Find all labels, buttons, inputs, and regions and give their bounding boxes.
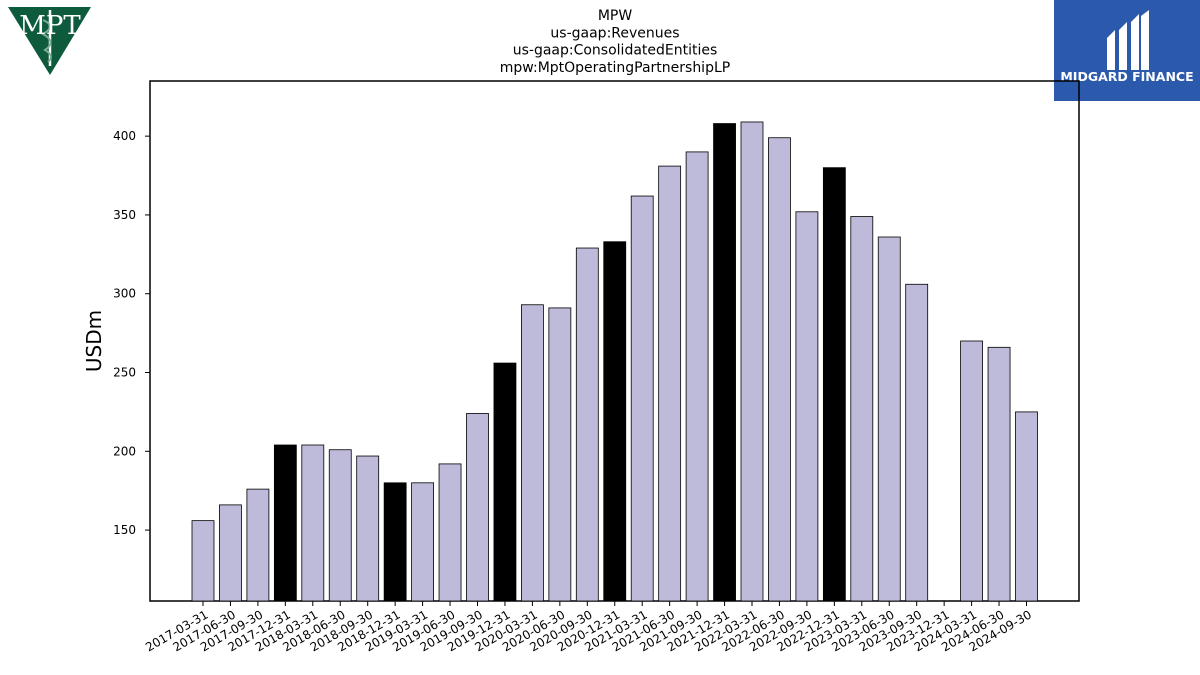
bar [1015,411,1038,602]
bar [740,121,764,602]
chart-title-line: us-gaap:Revenues [550,25,679,41]
bar [658,165,682,602]
y-tick-label: 300 [113,287,136,301]
bar [466,413,489,602]
x-axis: 2017-03-312017-06-302017-09-302017-12-31… [143,601,1034,654]
bar [850,216,874,602]
bar [246,488,270,602]
y-axis-label: USDm [82,310,106,372]
chart-title-line: MPW [598,8,633,24]
bar [603,241,627,602]
bar [795,211,819,602]
bar [521,304,544,602]
y-axis: 150 200 250 300 350 400 [113,129,150,537]
bar [493,362,517,602]
bar [301,444,325,602]
bars-group [191,121,1038,602]
bar [905,283,929,602]
bar [960,340,983,602]
bar [411,482,435,602]
y-tick-label: 250 [113,366,136,380]
bar [356,455,380,602]
chart-title-line: mpw:MptOperatingPartnershipLP [500,60,730,76]
midgard-finance-logo: MIDGARD FINANCE [1054,0,1200,101]
chart-title-line: us-gaap:ConsolidatedEntities [513,43,718,59]
bar [548,307,572,602]
bar [987,346,1011,602]
y-tick-label: 350 [113,208,136,222]
mpt-logo-serpent [40,19,52,63]
y-tick-label: 200 [113,444,136,458]
midgard-logo-text: MIDGARD FINANCE [1060,69,1193,84]
bar [273,444,297,602]
bar [219,504,242,602]
bar [630,195,654,602]
bar [685,151,709,602]
y-tick-label: 150 [113,523,136,537]
bar [328,449,352,602]
mpt-logo-text: MPT [19,11,81,41]
mpt-logo: MPT [8,7,91,75]
bar [383,482,407,602]
bar [438,463,462,602]
bar [191,520,215,602]
midgard-logo-mark [1107,10,1149,70]
bar [822,167,846,602]
bar [768,137,791,602]
y-tick-label: 400 [113,129,136,143]
bar [877,236,901,602]
bar [575,247,599,602]
bar [713,123,736,602]
